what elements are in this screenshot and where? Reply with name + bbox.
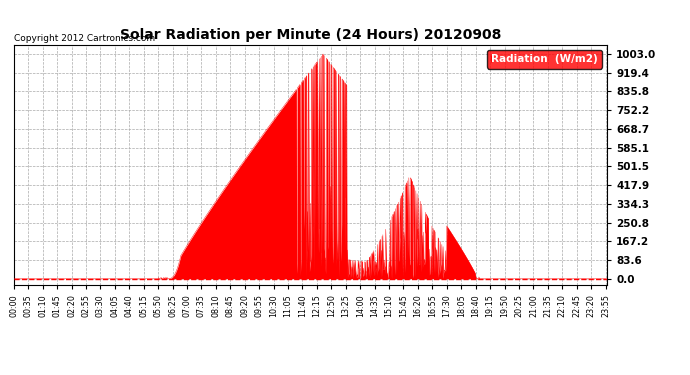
Text: Copyright 2012 Cartronics.com: Copyright 2012 Cartronics.com [14, 34, 155, 43]
Legend: Radiation  (W/m2): Radiation (W/m2) [487, 50, 602, 69]
Title: Solar Radiation per Minute (24 Hours) 20120908: Solar Radiation per Minute (24 Hours) 20… [120, 28, 501, 42]
